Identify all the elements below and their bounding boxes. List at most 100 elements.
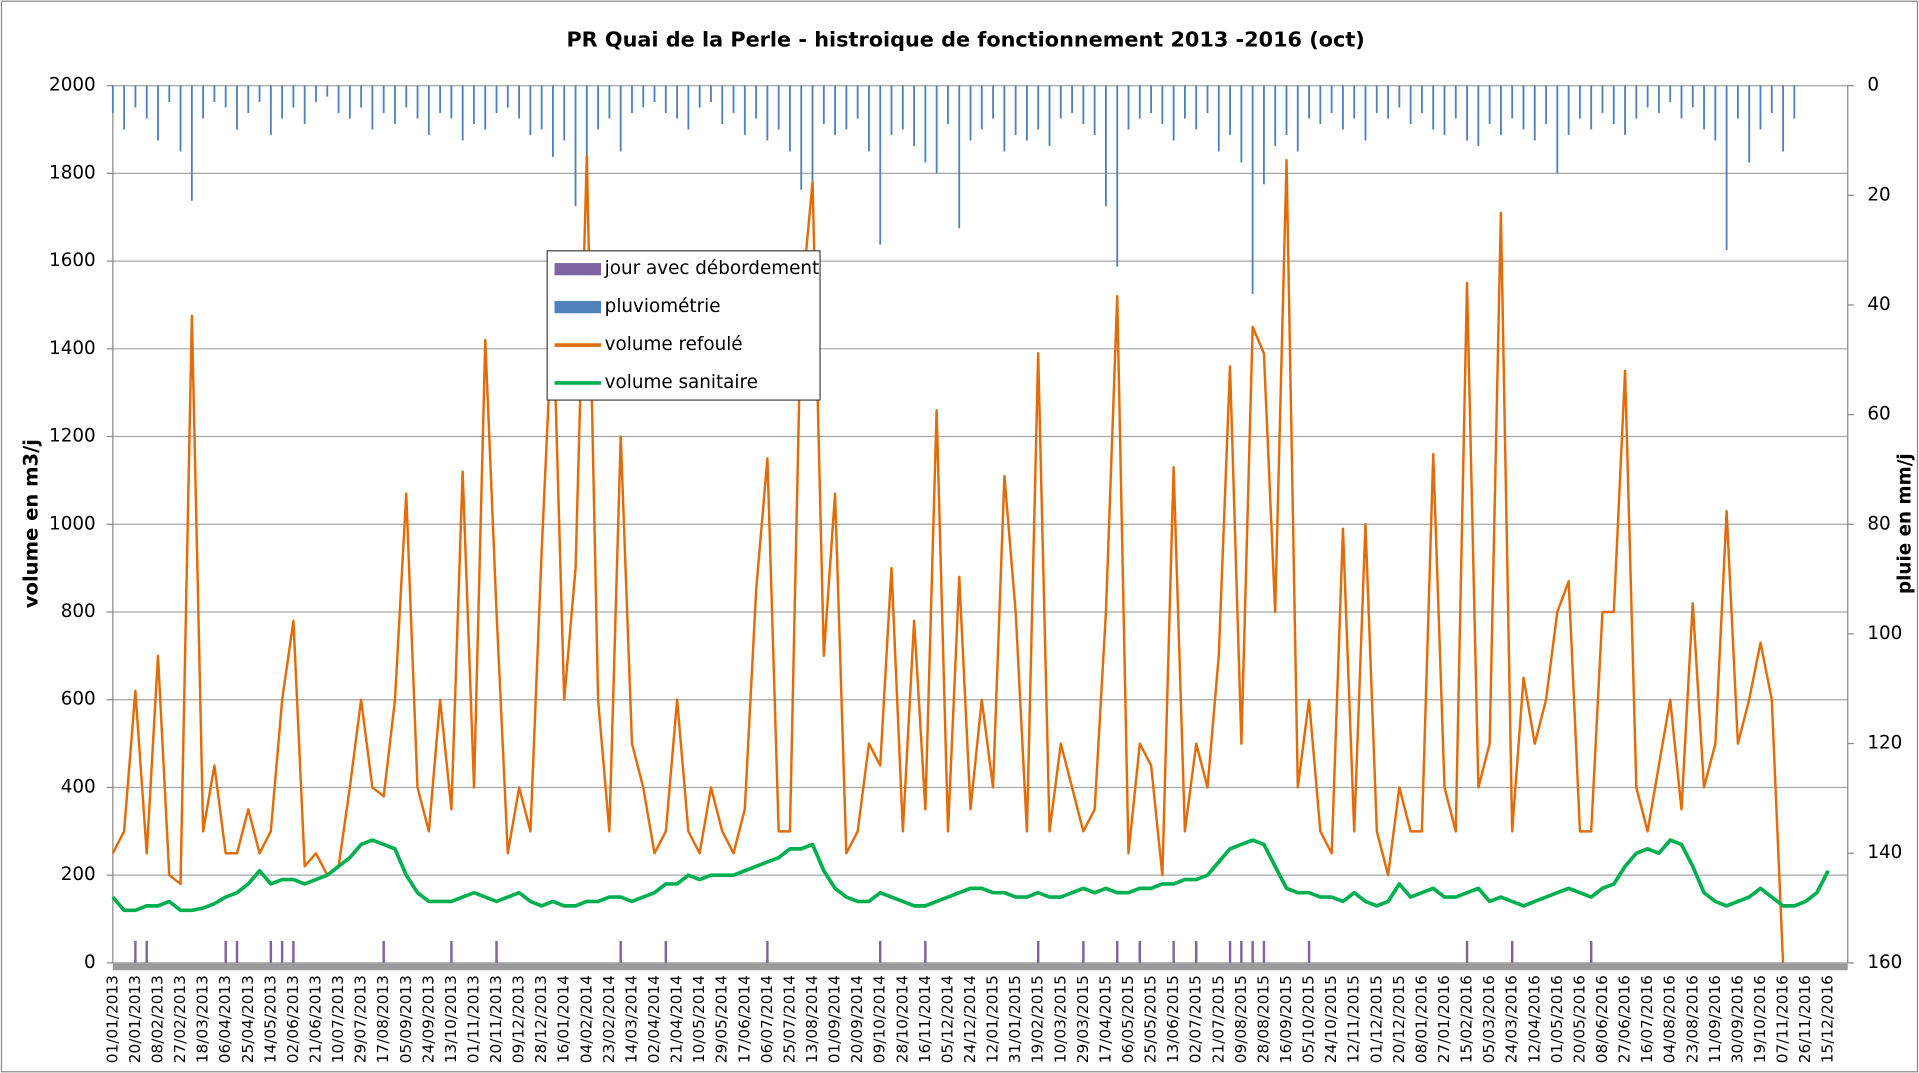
overflow-bar [924, 940, 927, 963]
y-tick-label: 0 [84, 952, 96, 973]
rain-bar [585, 85, 588, 174]
rain-bar [1782, 85, 1784, 152]
rain-bar [1409, 85, 1412, 125]
rain-bar [901, 85, 904, 130]
rain-bar [326, 85, 329, 97]
y-tick-label: 1600 [49, 250, 96, 271]
rain-bar [495, 85, 498, 114]
x-tick-label: 12/04/2016 [1525, 975, 1543, 1063]
x-tick-label: 28/08/2015 [1254, 975, 1272, 1063]
x-tick-label: 16/09/2015 [1277, 975, 1295, 1063]
y2-tick-label: 120 [1867, 733, 1902, 754]
rain-bar [394, 85, 396, 125]
rain-bar [1624, 85, 1626, 135]
overflow-bar [664, 940, 668, 963]
x-tick-label: 05/03/2016 [1480, 975, 1498, 1063]
rain-bar [1296, 85, 1299, 152]
rain-bar [1736, 85, 1739, 119]
rain-bar [1014, 85, 1017, 135]
rain-bar [1533, 85, 1536, 141]
x-tick-label: 29/05/2014 [713, 975, 731, 1063]
rain-bar [958, 85, 961, 229]
rain-bar [1725, 85, 1728, 251]
rain-bar [789, 85, 791, 152]
rain-bar [190, 85, 193, 201]
rain-bar [450, 85, 453, 119]
overflow-bar [1465, 940, 1469, 963]
rain-bar [1127, 85, 1130, 130]
rain-bar [1003, 85, 1006, 152]
series-line [111, 838, 1830, 913]
x-tick-label: 16/11/2014 [916, 975, 934, 1063]
x-tick-label: 12/11/2015 [1345, 975, 1363, 1063]
x-tick-label: 24/10/2015 [1322, 975, 1340, 1063]
x-tick-label: 25/05/2015 [1142, 975, 1160, 1063]
rain-bar [1048, 85, 1051, 146]
x-tick-label: 01/11/2013 [464, 975, 482, 1063]
rain-bar [822, 85, 825, 125]
x-tick-label: 23/08/2016 [1683, 975, 1701, 1063]
rain-bar [1387, 85, 1389, 119]
overflow-bar [224, 940, 227, 963]
x-tick-label: 06/07/2014 [758, 975, 776, 1063]
x-tick-label: 13/10/2013 [442, 975, 460, 1063]
x-tick-label: 25/04/2013 [239, 975, 257, 1063]
rain-bar [1071, 85, 1073, 114]
rain-bar [439, 85, 442, 114]
overflow-bar [1115, 940, 1119, 963]
rain-bar [1646, 85, 1649, 108]
rain-bar [1466, 85, 1468, 141]
rain-bar [698, 85, 701, 108]
rain-bar [608, 85, 611, 119]
y-tick-label: 1800 [49, 162, 96, 183]
x-tick-label: 10/03/2015 [1051, 975, 1069, 1063]
x-tick-label: 02/07/2015 [1187, 975, 1205, 1063]
rain-bar [348, 85, 351, 119]
rain-bar [134, 85, 137, 108]
overflow-bar [134, 940, 137, 963]
rain-bar [1229, 85, 1231, 135]
y-tick-label: 400 [61, 776, 96, 797]
x-tick-label: 08/06/2016 [1593, 975, 1611, 1063]
rain-bar [484, 85, 487, 130]
rain-bar [1511, 85, 1514, 119]
x-tick-label: 28/10/2014 [893, 975, 911, 1063]
rain-bar [1669, 85, 1672, 103]
rain-bar [552, 85, 554, 157]
x-tick-label: 24/03/2016 [1503, 975, 1521, 1063]
rain-bar [202, 85, 205, 119]
x-tick-label: 13/06/2015 [1164, 975, 1182, 1063]
rain-bar [1059, 85, 1062, 119]
overflow-bar [235, 940, 239, 963]
y-tick-label: 600 [61, 689, 96, 710]
rain-bar [1714, 85, 1717, 141]
rain-bar [1353, 85, 1356, 119]
rain-bar [1138, 85, 1141, 119]
rain-bar [1770, 85, 1773, 114]
y-tick-label: 2000 [49, 75, 96, 96]
rain-bar [1793, 85, 1796, 119]
x-tick-label: 16/07/2016 [1638, 975, 1656, 1063]
legend-swatch [554, 263, 602, 276]
rain-bar [642, 85, 645, 108]
rain-bar [281, 85, 284, 119]
rain-bar [710, 85, 712, 103]
overflow-bar [1138, 940, 1142, 963]
rain-bar [1319, 85, 1322, 125]
y2-tick-label: 80 [1867, 513, 1890, 534]
x-tick-label: 08/01/2016 [1412, 975, 1430, 1063]
rain-bar [1601, 85, 1604, 114]
x-tick-label: 11/09/2016 [1706, 975, 1724, 1063]
x-tick-label: 24/12/2014 [961, 975, 979, 1063]
x-tick-label: 19/02/2015 [1029, 975, 1047, 1063]
rain-bar [868, 85, 870, 152]
y2-tick-label: 40 [1867, 294, 1890, 315]
x-tick-label: 02/04/2014 [645, 975, 663, 1063]
x-tick-label: 31/01/2015 [1006, 975, 1024, 1063]
rain-bar [1432, 85, 1435, 130]
x-tick-label: 21/06/2013 [306, 975, 324, 1063]
y2-tick-label: 20 [1867, 184, 1890, 205]
x-tick-label: 12/01/2015 [984, 975, 1002, 1063]
rain-bar [732, 85, 735, 114]
